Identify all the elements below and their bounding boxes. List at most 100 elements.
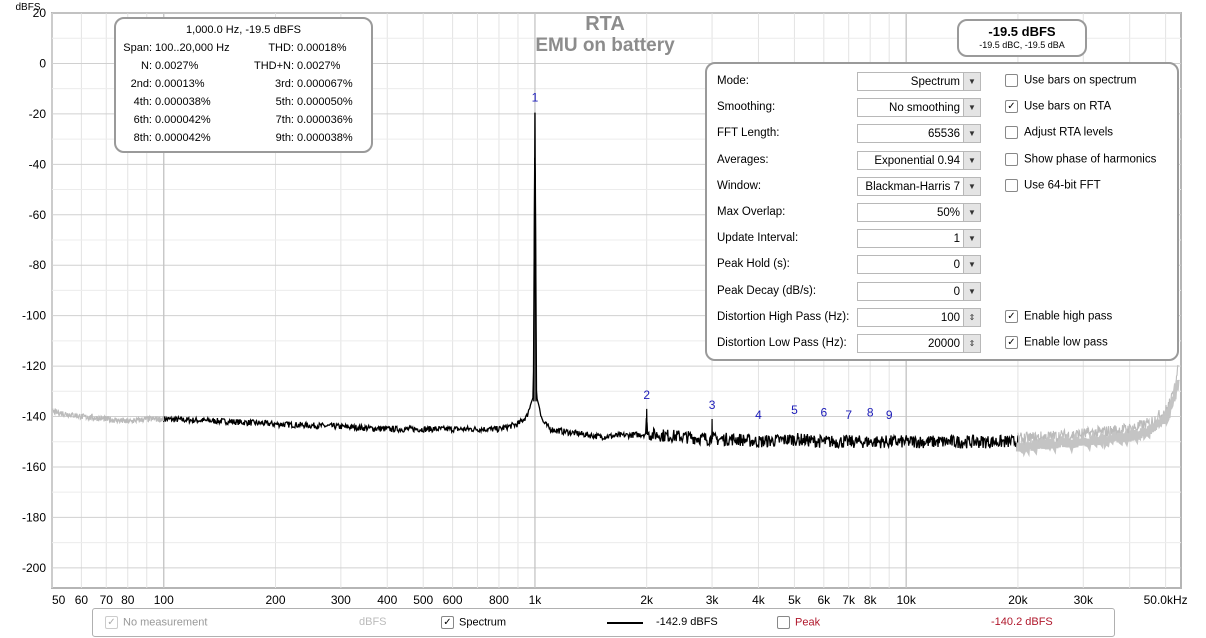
setting-label: Averages: — [717, 153, 769, 166]
x-tick-label: 20k — [1008, 593, 1028, 607]
x-tick-label: 60 — [75, 593, 89, 607]
fundamental-peak — [533, 112, 537, 402]
no-measurement-checkbox[interactable]: ✓ — [105, 616, 118, 629]
legend-spectrum[interactable]: ✓ Spectrum — [441, 616, 506, 629]
stepper-arrows-icon[interactable]: ⇕ — [963, 308, 980, 326]
y-tick-label: -80 — [29, 258, 47, 272]
spectrum-value: -142.9 dBFS — [656, 616, 718, 628]
chevron-down-icon[interactable]: ▼ — [963, 256, 980, 274]
checkbox[interactable] — [1005, 152, 1018, 166]
x-tick-label: 10k — [896, 593, 916, 607]
harmonics-row: 8th: 0.000042% 9th: 0.000038% — [116, 132, 371, 150]
spectrum-series-2 — [1017, 364, 1179, 446]
setting-value: 0 — [953, 285, 960, 298]
harmonic-peak — [711, 419, 713, 440]
harmonic-marker-5: 5 — [791, 403, 798, 417]
setting-dropdown[interactable]: Exponential 0.94 ▼ — [857, 150, 981, 170]
x-tick-label: 50.0kHz — [1144, 593, 1188, 607]
harmonic-label: THD: — [268, 42, 294, 54]
x-tick-label: 50 — [52, 593, 66, 607]
setting-row: Max Overlap: 50% ▼ — [717, 203, 997, 223]
chevron-down-icon[interactable]: ▼ — [963, 73, 980, 90]
setting-checkbox-row[interactable]: Adjust RTA levels — [1005, 126, 1113, 144]
setting-row: Smoothing: No smoothing ▼ — [717, 98, 997, 118]
setting-dropdown[interactable]: 0 ▼ — [857, 255, 981, 275]
setting-checkbox-row[interactable]: ✓ Enable high pass — [1005, 309, 1112, 328]
chevron-down-icon[interactable]: ▼ — [963, 230, 980, 248]
checkbox[interactable] — [1005, 178, 1018, 192]
harmonic-label: 7th: — [275, 114, 294, 126]
x-tick-label: 500 — [413, 593, 433, 607]
setting-checkbox-row[interactable]: Use bars on spectrum — [1005, 74, 1137, 92]
setting-dropdown[interactable]: Spectrum ▼ — [857, 72, 981, 91]
setting-dropdown[interactable]: 0 ▼ — [857, 281, 981, 301]
harmonic-label: 4th: — [133, 96, 152, 108]
chart-title: RTA EMU on battery — [500, 13, 710, 57]
checkbox-label: Adjust RTA levels — [1024, 126, 1114, 139]
y-tick-label: 20 — [33, 6, 47, 20]
x-tick-label: 2k — [640, 593, 654, 607]
peak-label: Peak — [795, 616, 821, 629]
setting-row: Distortion High Pass (Hz): 100 ⇕ — [717, 307, 997, 328]
chevron-down-icon[interactable]: ▼ — [963, 99, 980, 117]
setting-dropdown[interactable]: No smoothing ▼ — [857, 98, 981, 118]
setting-value: 20000 — [928, 338, 960, 350]
y-tick-label: 0 — [39, 56, 46, 70]
legend-peak[interactable]: Peak — [777, 616, 820, 629]
y-tick-label: -120 — [22, 359, 46, 373]
harmonic-value: 0.000067% — [297, 78, 353, 90]
setting-label: Distortion High Pass (Hz): — [717, 310, 850, 323]
checkbox[interactable] — [1005, 126, 1018, 140]
harmonic-value: 0.0027% — [297, 60, 341, 72]
setting-value: No smoothing — [889, 102, 960, 115]
x-tick-label: 8k — [864, 593, 878, 607]
setting-label: FFT Length: — [717, 127, 780, 140]
setting-dropdown[interactable]: 1 ▼ — [857, 229, 981, 249]
setting-dropdown[interactable]: 50% ▼ — [857, 203, 981, 222]
harmonic-marker-9: 9 — [886, 408, 893, 422]
checkbox-label: Use bars on RTA — [1024, 100, 1112, 113]
spectrum-checkbox[interactable]: ✓ — [441, 616, 454, 629]
harmonics-row: 6th: 0.000042% 7th: 0.000036% — [116, 114, 371, 132]
harmonic-label: 8th: — [133, 132, 152, 144]
chevron-down-icon[interactable]: ▼ — [963, 204, 980, 221]
x-tick-label: 6k — [817, 593, 831, 607]
legend-no-measurement[interactable]: ✓ No measurement — [105, 616, 207, 629]
spectrum-label: Spectrum — [459, 616, 507, 629]
harmonic-label: N: — [141, 60, 152, 72]
setting-value: Exponential 0.94 — [874, 154, 960, 167]
setting-checkbox-row[interactable]: Use 64-bit FFT — [1005, 178, 1101, 197]
chevron-down-icon[interactable]: ▼ — [963, 151, 980, 169]
spectrum-band-above-span — [1015, 379, 1180, 458]
chevron-down-icon[interactable]: ▼ — [963, 282, 980, 300]
setting-dropdown[interactable]: Blackman-Harris 7 ▼ — [857, 176, 981, 196]
setting-row: Peak Hold (s): 0 ▼ — [717, 255, 997, 275]
checkbox[interactable]: ✓ — [1005, 336, 1018, 349]
setting-checkbox-row[interactable]: ✓ Use bars on RTA — [1005, 100, 1111, 118]
stepper-arrows-icon[interactable]: ⇕ — [963, 335, 980, 352]
x-tick-label: 800 — [489, 593, 509, 607]
peak-checkbox[interactable] — [777, 616, 790, 629]
harmonic-label: 6th: — [133, 114, 152, 126]
x-tick-label: 30k — [1074, 593, 1094, 607]
chevron-down-icon[interactable]: ▼ — [963, 125, 980, 143]
checkbox[interactable] — [1005, 74, 1018, 87]
y-tick-label: -60 — [29, 208, 47, 222]
setting-dropdown[interactable]: 65536 ▼ — [857, 124, 981, 144]
setting-checkbox-row[interactable]: Show phase of harmonics — [1005, 152, 1156, 171]
setting-checkbox-row[interactable]: ✓ Enable low pass — [1005, 336, 1108, 354]
y-tick-label: -140 — [22, 410, 46, 424]
spectrum-series-1 — [51, 407, 165, 425]
harmonic-value: 0.00018% — [297, 42, 347, 54]
setting-value: 1 — [953, 233, 960, 246]
checkbox[interactable]: ✓ — [1005, 100, 1018, 114]
setting-label: Peak Decay (dB/s): — [717, 284, 817, 297]
setting-number-field[interactable]: 20000 ⇕ — [857, 334, 981, 353]
setting-label: Distortion Low Pass (Hz): — [717, 337, 847, 349]
setting-number-field[interactable]: 100 ⇕ — [857, 307, 981, 327]
harmonic-marker-3: 3 — [709, 398, 716, 412]
x-tick-label: 100 — [154, 593, 174, 607]
chevron-down-icon[interactable]: ▼ — [963, 177, 980, 195]
x-tick-label: 7k — [842, 593, 856, 607]
checkbox[interactable]: ✓ — [1005, 309, 1018, 323]
